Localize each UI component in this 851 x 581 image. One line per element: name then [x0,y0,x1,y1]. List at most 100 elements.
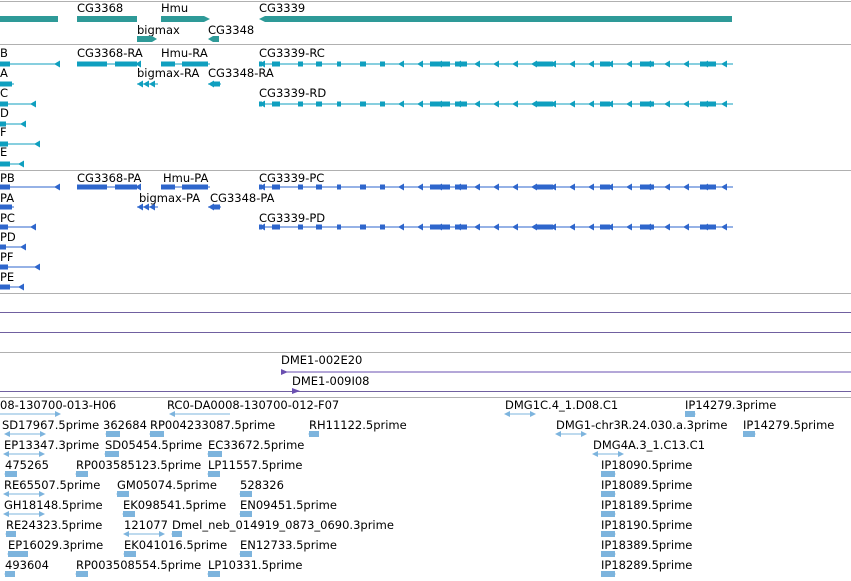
est-label[interactable]: RP004233087.5prime [150,418,276,432]
transcript-label[interactable]: F [0,125,7,139]
est-label[interactable]: 08-130700-013-H06 [0,398,117,412]
est-label[interactable]: RP003585123.5prime [76,458,202,472]
transcript-label[interactable]: CG3339-PC [259,171,325,185]
transcript-label[interactable]: CG3368-RA [77,46,143,60]
transcript-label[interactable]: CG3339-RC [259,46,325,60]
est-arrow [555,431,561,437]
exon [182,61,208,67]
est-arrow [3,451,9,457]
est-glyph [76,571,88,577]
transcript-label[interactable]: bigmax-PA [139,191,201,205]
est-label[interactable]: 493604 [5,558,49,572]
est-label[interactable]: IP14279.3prime [685,398,777,412]
est-arrow [39,511,45,517]
est-label[interactable]: SD17967.5prime [2,418,100,432]
est-label[interactable]: EC33672.5prime [208,438,305,452]
est-label[interactable]: EP13347.3prime [4,438,100,452]
exon-arrow [664,60,670,68]
est-label[interactable]: EK098541.5prime [123,498,227,512]
est-label[interactable]: 362684 [103,418,147,432]
transcript-label[interactable]: Hmu-RA [161,46,208,60]
exon [380,101,385,107]
transcript-label[interactable]: CG3368-PA [77,171,142,185]
transcript-label[interactable]: CG3348-PA [210,191,275,205]
transcript-label[interactable]: PD [0,230,16,244]
est-label[interactable]: RC0-DA0008-130700-012-F07 [167,398,340,412]
exon-arrow [550,223,556,231]
est-label[interactable]: IP18289.5prime [601,558,693,572]
est-label[interactable]: RH11122.5prime [309,418,407,432]
est-label[interactable]: IP18089.5prime [601,478,693,492]
est-label[interactable]: LP10331.5prime [208,558,303,572]
est-label[interactable]: EN09451.5prime [240,498,337,512]
est-label[interactable]: EN12733.5prime [240,538,337,552]
est-label[interactable]: RP003508554.5prime [76,558,202,572]
transcript-label[interactable]: CG3339-RD [259,86,327,100]
transcript-glyphs-r[interactable] [0,44,851,170]
transcript-label[interactable]: PE [0,270,15,284]
est-label[interactable]: GM05074.5prime [117,478,217,492]
est-label[interactable]: GH18148.5prime [4,498,103,512]
est-label[interactable]: IP18190.5prime [601,518,693,532]
est-glyph [123,511,135,517]
transcript-label[interactable]: PB [0,171,15,185]
exon [360,224,366,230]
transcript-label[interactable]: D [0,106,9,120]
est-label[interactable]: IP14279.5prime [743,418,835,432]
exon [0,224,8,230]
est-label[interactable]: LP11557.5prime [208,458,303,472]
est-label[interactable]: Dmel_neb_014919_0873_0690.3prime [172,518,394,532]
transcript-label[interactable]: CG3348-RA [208,66,274,80]
exon-arrow [626,223,632,231]
exon-arrow [436,223,442,231]
gene-label[interactable]: CG3339 [259,1,306,15]
transcript-label[interactable]: PA [0,191,15,205]
est-label[interactable]: RE24323.5prime [6,518,103,532]
transcript-label[interactable]: C [0,86,9,100]
exon-arrow [54,183,60,191]
est-label[interactable]: IP18090.5prime [601,458,693,472]
track-separator [0,391,851,392]
est-label[interactable]: IP18389.5prime [601,538,693,552]
exon-arrow [20,243,26,251]
est-label[interactable]: IP18189.5prime [601,498,693,512]
transcript-label[interactable]: A [0,66,8,80]
transcript-label[interactable]: E [0,145,8,159]
transcript-label[interactable]: CG3339-PD [259,211,326,225]
exon-arrow [493,183,499,191]
transcript-label[interactable]: B [0,46,8,60]
gene-label[interactable]: CG3348 [208,23,255,37]
est-label[interactable]: SD05454.5prime [105,438,203,452]
est-glyphs[interactable] [0,397,851,581]
est-track: 08-130700-013-H06 RC0-DA0008-130700-012-F… [0,397,851,581]
est-label[interactable]: 475265 [5,458,49,472]
dme-glyphs[interactable] [0,352,851,397]
gene-label[interactable]: CG3368 [77,1,124,15]
gene-label[interactable]: Hmu [161,1,189,15]
est-arrow [171,531,177,537]
est-label[interactable]: EK041016.5prime [124,538,228,552]
exon-arrow [474,183,480,191]
est-label[interactable]: EP16029.3prime [8,538,104,552]
est-label[interactable]: 121077 [124,518,168,532]
dme-label[interactable]: DME1-002E20 [281,353,363,367]
gene-label[interactable]: bigmax [137,23,180,37]
gene-glyphs[interactable] [0,0,851,44]
transcript-label[interactable]: bigmax-RA [137,66,200,80]
transcript-label[interactable]: Hmu-PA [163,171,209,185]
transcript-label[interactable]: PC [0,211,15,225]
transcript-glyphs-p[interactable] [0,170,851,293]
exon [316,224,322,230]
exon [360,61,366,67]
transcript-label[interactable]: PF [0,250,14,264]
est-label[interactable]: RE65507.5prime [4,478,101,492]
est-glyph [124,551,136,557]
est-label[interactable]: DMG4A.3_1.C13.C1 [593,438,706,452]
est-arrow [610,531,616,537]
dme-label[interactable]: DME1-009I08 [292,374,370,388]
dme-glyph [292,388,300,394]
est-label[interactable]: DMG1C.4_1.D08.C1 [505,398,619,412]
est-label[interactable]: 528326 [240,478,284,492]
exon [0,81,12,87]
est-label[interactable]: DMG1-chr3R.24.030.a.3prime [556,418,728,432]
